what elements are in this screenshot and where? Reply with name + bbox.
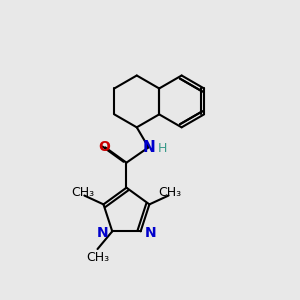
Text: CH₃: CH₃ [86, 250, 109, 263]
Text: N: N [145, 226, 156, 240]
Text: O: O [98, 140, 110, 154]
Text: H: H [158, 142, 167, 155]
Text: N: N [142, 140, 155, 155]
Text: CH₃: CH₃ [158, 186, 182, 199]
Text: N: N [97, 226, 108, 240]
Text: CH₃: CH₃ [71, 186, 94, 199]
